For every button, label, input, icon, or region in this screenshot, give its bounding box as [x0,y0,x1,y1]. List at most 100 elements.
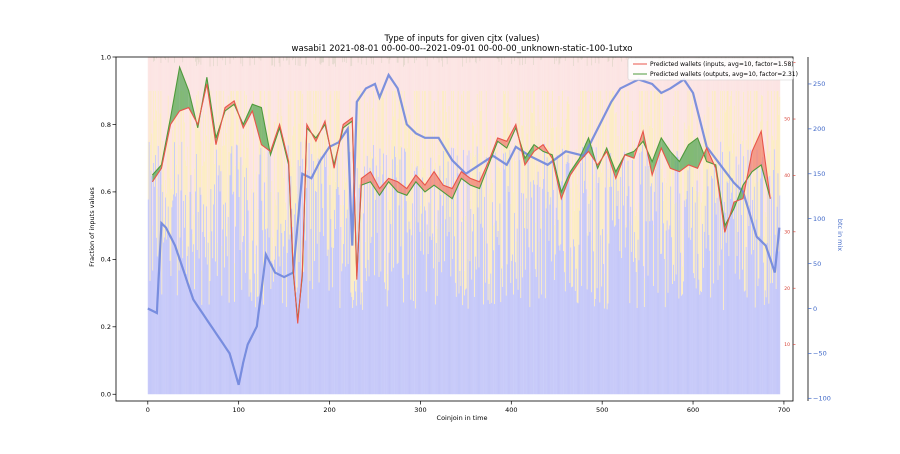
bar-pink [249,58,250,242]
bar-blue [737,256,738,394]
bar-blue [474,297,475,394]
bar-blue [319,282,320,394]
bar-yellow [569,104,570,163]
bar-blue [356,306,357,395]
bar-blue [766,297,767,394]
bar-blue [457,156,458,395]
bar-yellow [581,251,582,285]
bar-yellow [779,97,780,196]
bar-pink [350,57,351,91]
bar-blue [363,213,364,394]
bar-pink [378,57,379,91]
bar-yellow [395,91,396,157]
bar-blue [188,246,189,394]
y3-tick-label: −50 [813,350,827,358]
bar-yellow [611,95,612,187]
bar-pink [233,60,234,91]
bar-pink [422,57,423,91]
bar-yellow [453,91,454,148]
bar-yellow [250,210,251,292]
bar-tan [332,57,333,64]
chart-subtitle: wasabi1 2021-08-01 00-00-00--2021-09-01 … [292,44,633,54]
bar-yellow [758,182,759,286]
bar-blue [243,236,244,394]
bar-pink [735,57,736,218]
bar-yellow [184,122,185,227]
bar-blue [201,305,202,394]
bar-blue [621,258,622,394]
bar-yellow [443,91,444,151]
bar-pink [458,57,459,91]
bar-tan [195,57,196,62]
bar-yellow [230,127,231,176]
bar-blue [769,176,770,394]
bar-blue [313,161,314,394]
bar-pink [550,57,551,104]
bar-yellow [610,109,611,152]
bar-pink [379,57,380,240]
bar-blue [522,277,523,394]
bar-blue [447,236,448,394]
bar-blue [531,198,532,395]
bar-pink [567,57,568,101]
bar-pink [466,63,467,181]
bar-pink [223,57,224,90]
bar-yellow [271,181,272,261]
bar-tan [300,57,301,66]
bar-pink [295,65,296,91]
bar-yellow [744,193,745,291]
bar-pink [375,57,376,157]
bar-blue [386,155,387,394]
bar-yellow [298,91,299,160]
bar-blue [230,175,231,394]
y2-tick-label: 40 [784,173,790,179]
bar-pink [162,57,163,141]
bar-yellow [178,116,179,175]
bar-pink [328,57,329,176]
bar-yellow [595,188,596,299]
bar-tan [389,57,390,64]
bar-pink [386,57,387,91]
bar-pink [153,62,154,91]
bar-blue [639,260,640,394]
x-axis-label: Coinjoin in time [437,414,488,422]
bar-yellow [557,102,558,155]
bar-tan [408,57,409,63]
bar-blue [469,261,470,394]
bar-blue [288,145,289,394]
bar-pink [209,57,210,232]
bar-blue [187,256,188,394]
bar-yellow [773,140,774,170]
bar-pink [544,57,545,91]
bar-pink [486,57,487,91]
bar-blue [559,246,560,395]
bar-pink [509,57,510,131]
bar-blue [201,195,202,395]
bar-blue [643,266,644,394]
bar-yellow [437,229,438,296]
bar-pink [464,58,465,271]
bar-pink [174,63,175,91]
bar-blue [450,276,451,394]
bar-tan [168,57,169,63]
bar-yellow [397,165,398,264]
bar-yellow [751,225,752,254]
bar-blue [185,195,186,394]
y2-tick-label: 50 [784,117,790,123]
bar-blue [452,259,453,394]
bar-blue [344,190,345,394]
bar-yellow [572,156,573,286]
bar-pink [196,66,197,95]
bar-pink [237,57,238,91]
bar-blue [365,268,366,394]
bar-yellow [207,242,208,265]
chart-title: Type of inputs for given cjtx (values) [384,34,540,44]
bar-yellow [775,166,776,234]
bar-blue [499,245,500,394]
bar-pink [214,57,215,164]
bar-pink [563,57,564,181]
bar-yellow [153,91,154,163]
bar-blue [492,202,493,394]
bar-blue [156,238,157,395]
bar-blue [755,308,756,395]
